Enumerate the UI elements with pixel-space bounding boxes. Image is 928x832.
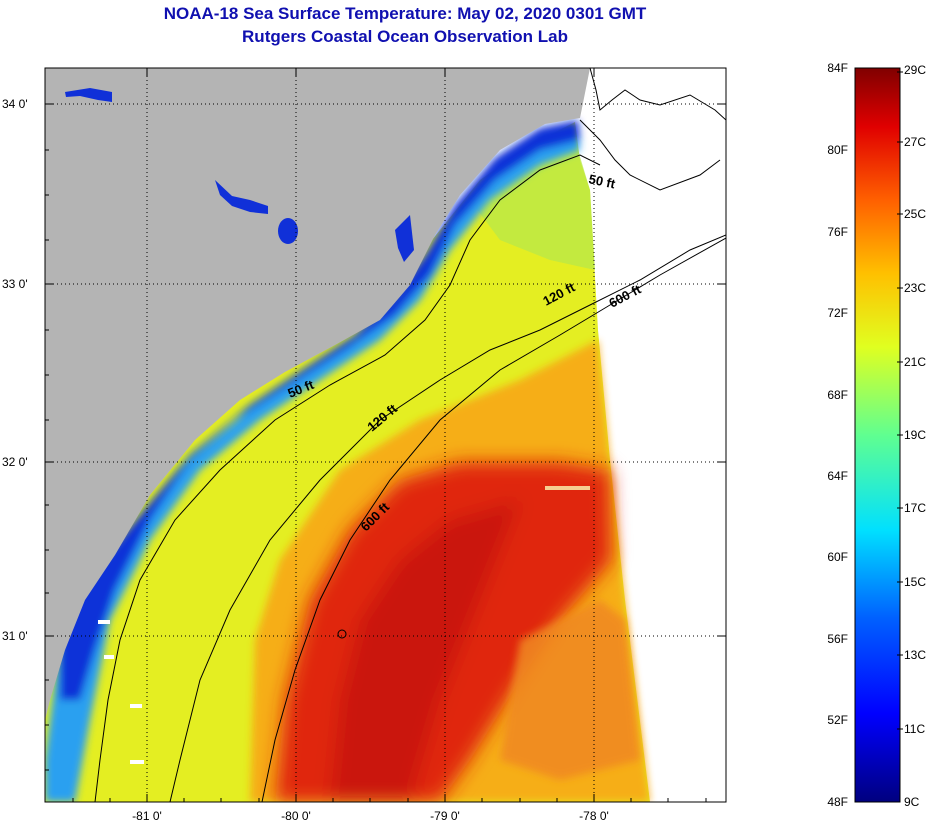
colorbar-c-25: 25C	[904, 207, 926, 221]
colorbar-f-72: 72F	[827, 306, 848, 320]
colorbar-f-56: 56F	[827, 632, 848, 646]
graticule	[45, 68, 726, 802]
lat-label-31: 31 0'	[2, 629, 28, 643]
colorbar-c-23: 23C	[904, 281, 926, 295]
coastline	[589, 68, 726, 121]
colorbar-c-21: 21C	[904, 355, 926, 369]
contour-50ft	[94, 154, 601, 802]
contour-120ft	[169, 234, 726, 802]
colorbar-c-15: 15C	[904, 575, 926, 589]
land-mass	[45, 68, 590, 720]
colorbar-c-19: 19C	[904, 428, 926, 442]
lon-label-80: -80 0'	[281, 809, 311, 823]
contour-label-50ft-north: 50 ft	[587, 171, 617, 191]
colorbar-c-17: 17C	[904, 501, 926, 515]
lon-label-79: -79 0'	[430, 809, 460, 823]
map-subtitle: Rutgers Coastal Ocean Observation Lab	[242, 27, 568, 46]
colorbar-f-48: 48F	[827, 795, 848, 809]
colorbar-f-52: 52F	[827, 713, 848, 727]
colorbar-c-27: 27C	[904, 135, 926, 149]
green-offshore	[470, 140, 595, 270]
lat-label-33: 33 0'	[2, 277, 28, 291]
colorbar-f-80: 80F	[827, 143, 848, 157]
colorbar-f-64: 64F	[827, 469, 848, 483]
lon-label-81: -81 0'	[132, 809, 162, 823]
axis-ticks	[45, 68, 726, 802]
colorbar-c-29: 29C	[904, 63, 926, 77]
lake	[278, 218, 298, 244]
lon-label-78: -78 0'	[579, 809, 609, 823]
colorbar-f-60: 60F	[827, 550, 848, 564]
lat-label-32: 32 0'	[2, 455, 28, 469]
colorbar-c-13: 13C	[904, 648, 926, 662]
colorbar-f-68: 68F	[827, 388, 848, 402]
map-title: NOAA-18 Sea Surface Temperature: May 02,…	[163, 4, 647, 23]
map-frame	[44, 67, 727, 803]
colorbar-f-76: 76F	[827, 225, 848, 239]
lat-label-34: 34 0'	[2, 97, 28, 111]
colorbar-c-11: 11C	[904, 722, 925, 736]
colorbar-c-9: 9C	[904, 795, 920, 809]
contour-600ft	[261, 237, 726, 802]
colorbar-f-84: 84F	[827, 61, 848, 75]
colorbar	[854, 67, 901, 803]
